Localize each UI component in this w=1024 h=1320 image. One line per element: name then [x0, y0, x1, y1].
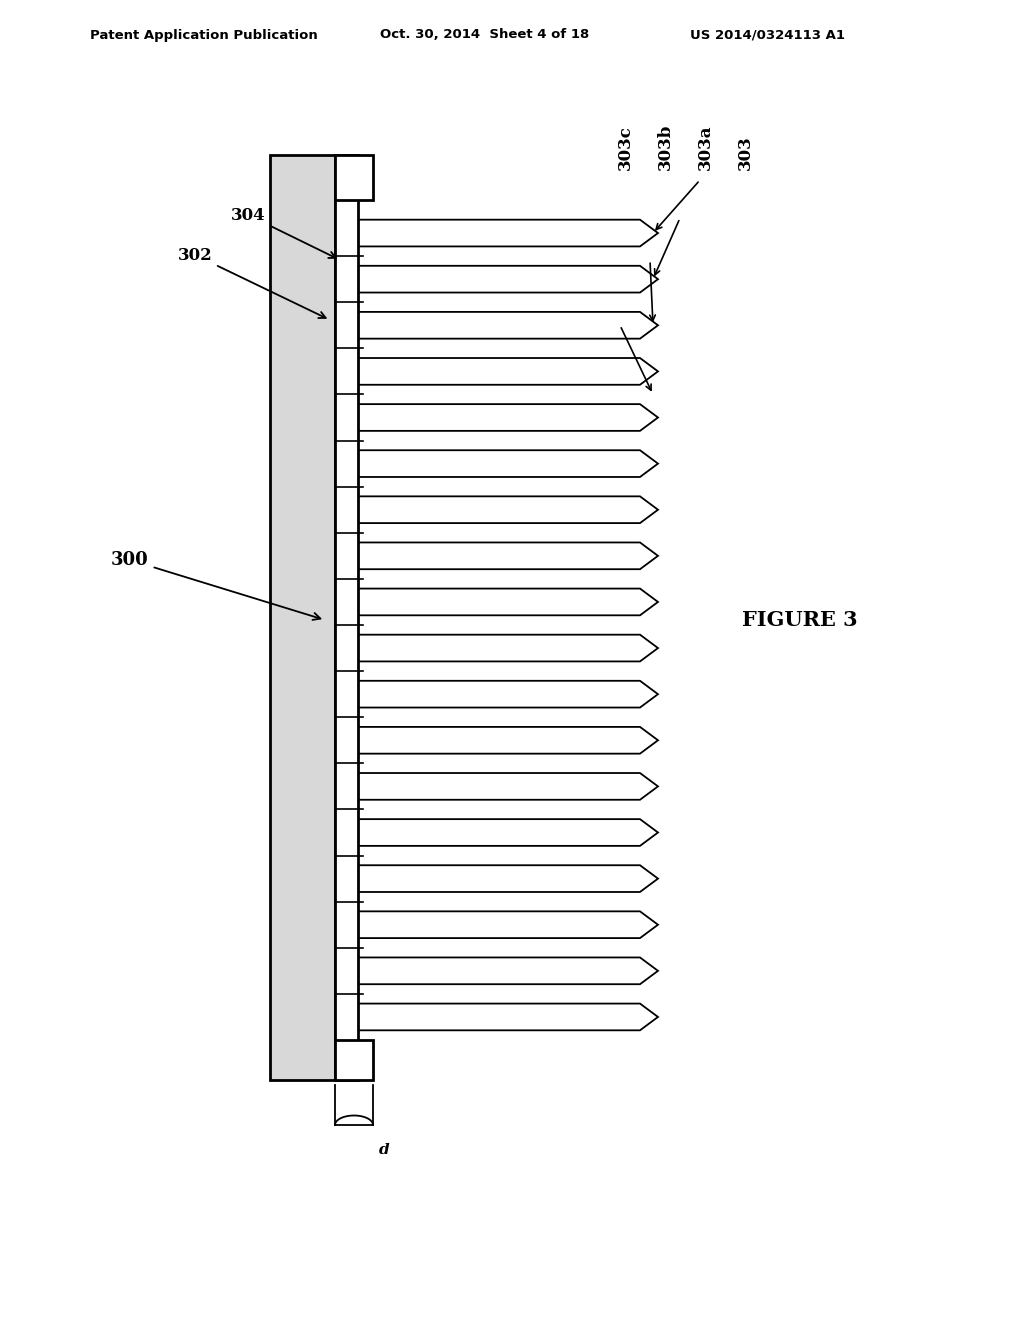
Bar: [270, 154, 335, 1080]
Polygon shape: [358, 911, 658, 939]
Polygon shape: [358, 774, 658, 800]
Text: 303c: 303c: [616, 125, 634, 170]
Polygon shape: [358, 496, 658, 523]
Polygon shape: [358, 450, 658, 477]
Text: 304: 304: [230, 206, 336, 257]
Polygon shape: [358, 957, 658, 985]
Bar: [335, 154, 373, 201]
Polygon shape: [358, 1003, 658, 1031]
Text: 303: 303: [736, 135, 754, 170]
Text: 303b: 303b: [656, 124, 674, 170]
Polygon shape: [358, 865, 658, 892]
Text: 302: 302: [177, 247, 326, 318]
Polygon shape: [358, 589, 658, 615]
Bar: [335, 1040, 373, 1080]
Polygon shape: [358, 265, 658, 293]
Text: FIGURE 3: FIGURE 3: [742, 610, 858, 630]
Polygon shape: [358, 681, 658, 708]
Bar: [335, 154, 358, 1080]
Text: 300: 300: [112, 550, 321, 620]
Polygon shape: [358, 543, 658, 569]
Text: Oct. 30, 2014  Sheet 4 of 18: Oct. 30, 2014 Sheet 4 of 18: [380, 29, 589, 41]
Polygon shape: [358, 312, 658, 339]
Polygon shape: [358, 404, 658, 430]
Polygon shape: [358, 727, 658, 754]
Polygon shape: [358, 820, 658, 846]
Polygon shape: [358, 358, 658, 384]
Text: Patent Application Publication: Patent Application Publication: [90, 29, 317, 41]
Text: d: d: [379, 1143, 389, 1158]
Polygon shape: [358, 219, 658, 247]
Text: 303a: 303a: [696, 124, 714, 170]
Polygon shape: [358, 635, 658, 661]
Text: US 2014/0324113 A1: US 2014/0324113 A1: [690, 29, 845, 41]
